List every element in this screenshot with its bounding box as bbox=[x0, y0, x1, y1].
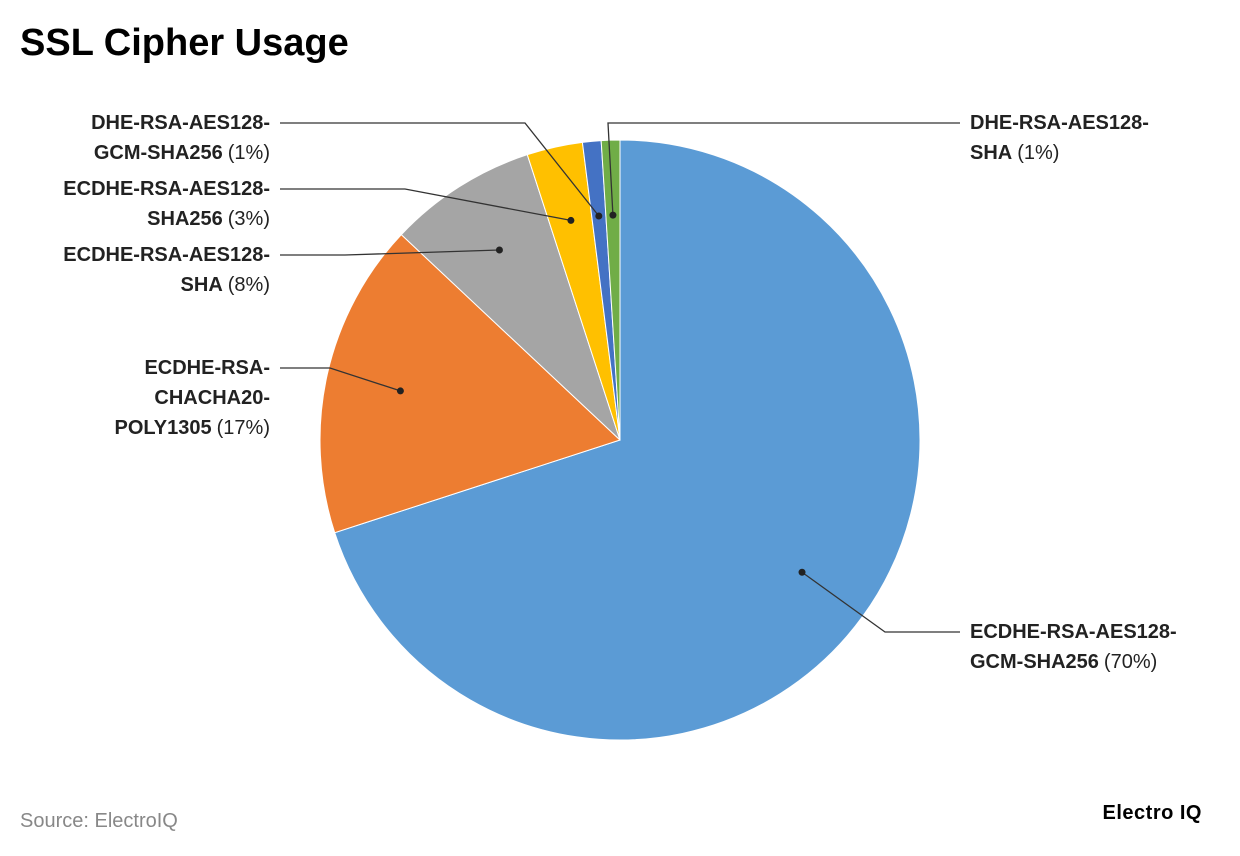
leader-dot bbox=[609, 211, 617, 219]
slice-value-label: (17%) bbox=[216, 417, 270, 439]
source-note: Source: ElectroIQ bbox=[20, 810, 178, 832]
slice-label: ECDHE-RSA-AES128-SHA256 (3%) bbox=[55, 174, 270, 234]
slice-label: ECDHE-RSA-CHACHA20-POLY1305 (17%) bbox=[55, 353, 270, 443]
slice-category: ECDHE-RSA-AES128-GCM-SHA256 bbox=[970, 621, 1177, 673]
leader-line bbox=[801, 571, 960, 633]
slice-value-label: (1%) bbox=[227, 142, 270, 164]
slice-value-label: (70%) bbox=[1103, 651, 1158, 673]
leader-dot bbox=[595, 212, 603, 220]
slice-category: DHE-RSA-AES128-SHA bbox=[970, 112, 1149, 164]
slice-value-label: (1%) bbox=[1017, 142, 1060, 164]
brand-logo: Electro IQ bbox=[1102, 802, 1202, 824]
leader-dot bbox=[396, 387, 404, 395]
slice-label: ECDHE-RSA-AES128-GCM-SHA256 (70%) bbox=[970, 617, 1185, 677]
leader-line bbox=[280, 122, 600, 217]
slice-label: ECDHE-RSA-AES128-SHA (8%) bbox=[55, 240, 270, 300]
slice-category: ECDHE-RSA-CHACHA20-POLY1305 bbox=[114, 357, 270, 439]
leader-dot bbox=[798, 568, 806, 576]
chart-title: SSL Cipher Usage bbox=[20, 22, 349, 64]
leader-dot bbox=[495, 246, 503, 254]
leader-line bbox=[280, 367, 401, 392]
leader-line bbox=[607, 122, 960, 216]
leader-dot bbox=[567, 216, 575, 224]
pie-slice bbox=[319, 233, 621, 534]
slice-category: ECDHE-RSA-AES128-SHA256 bbox=[63, 178, 270, 230]
slice-value-label: (3%) bbox=[227, 208, 270, 230]
slice-category: ECDHE-RSA-AES128-SHA bbox=[63, 244, 270, 296]
leader-line bbox=[280, 188, 572, 222]
pie-slice bbox=[400, 154, 621, 441]
leader-line bbox=[280, 249, 500, 256]
slice-label: DHE-RSA-AES128-SHA (1%) bbox=[970, 108, 1185, 168]
slice-label: DHE-RSA-AES128-GCM-SHA256 (1%) bbox=[55, 108, 270, 168]
slice-value-label: (8%) bbox=[227, 274, 270, 296]
slice-category: DHE-RSA-AES128-GCM-SHA256 bbox=[91, 112, 270, 164]
